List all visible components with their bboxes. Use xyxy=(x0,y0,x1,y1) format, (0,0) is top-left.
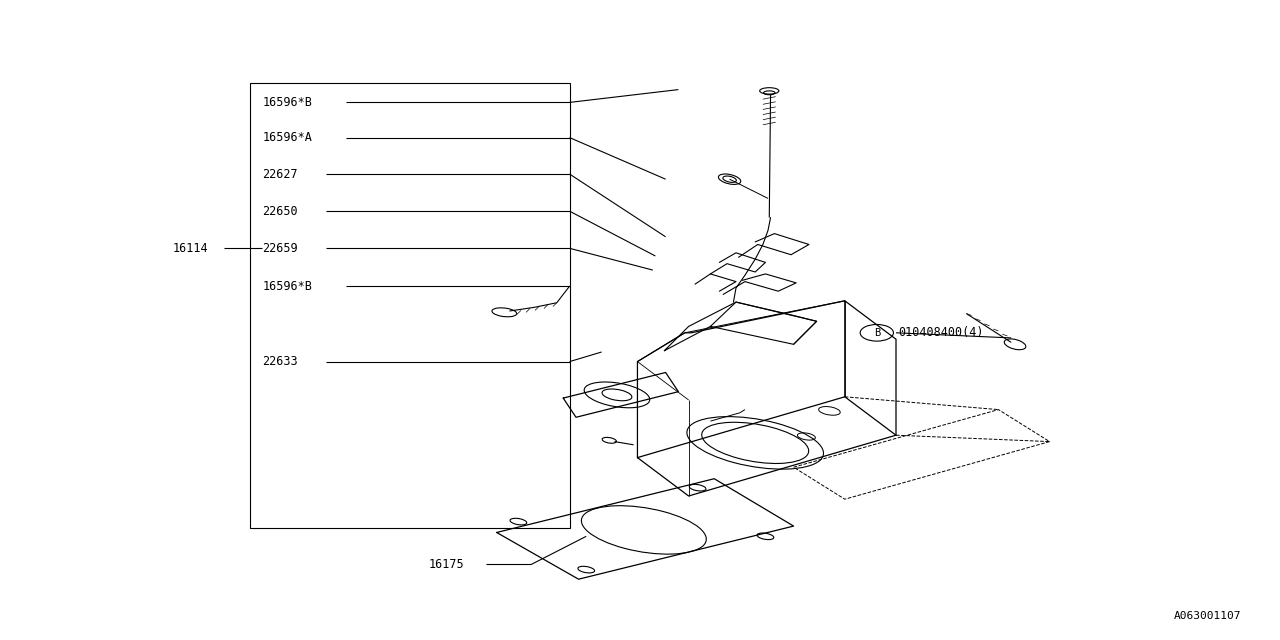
Text: 010408400(4): 010408400(4) xyxy=(899,326,984,339)
Text: 22650: 22650 xyxy=(262,205,298,218)
Text: 16114: 16114 xyxy=(173,242,209,255)
Text: A063001107: A063001107 xyxy=(1174,611,1242,621)
Text: B: B xyxy=(874,328,879,338)
Bar xyxy=(250,83,570,528)
Text: 16175: 16175 xyxy=(429,558,465,571)
Text: 16596*B: 16596*B xyxy=(262,280,312,292)
Text: 16596*A: 16596*A xyxy=(262,131,312,144)
Text: 16596*B: 16596*B xyxy=(262,96,312,109)
Text: 22627: 22627 xyxy=(262,168,298,180)
Text: 22633: 22633 xyxy=(262,355,298,368)
Text: 22659: 22659 xyxy=(262,242,298,255)
